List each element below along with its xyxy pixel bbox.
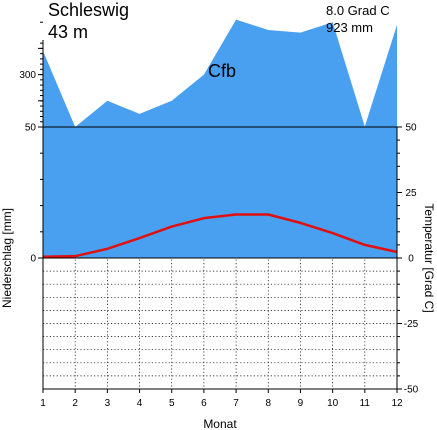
x-tick-label: 6	[201, 398, 207, 409]
station-elevation: 43 m	[48, 22, 88, 42]
x-tick-label: 2	[72, 398, 78, 409]
x-tick-label: 5	[169, 398, 175, 409]
y-axis-label-right: Temperatur [Grad C]	[422, 203, 436, 312]
left-tick-label: 50	[25, 123, 37, 134]
left-tick-label: 100	[19, 0, 36, 3]
x-tick-label: 1	[40, 398, 46, 409]
right-tick-label: 0	[408, 254, 414, 265]
x-tick-label: 12	[391, 398, 403, 409]
climate-class: Cfb	[208, 61, 236, 81]
x-tick-label: 11	[360, 398, 371, 409]
y-axis-label-left: Niederschlag [mm]	[0, 208, 14, 308]
data-layer	[42, 19, 398, 258]
mean-temperature: 8.0 Grad C	[326, 3, 390, 18]
x-axis-label: Monat	[203, 417, 237, 430]
x-tick-label: 9	[298, 398, 304, 409]
x-tick-label: 4	[137, 398, 143, 409]
x-tick-label: 7	[233, 398, 239, 409]
right-tick-label: 25	[405, 188, 417, 199]
temperature-line	[42, 213, 398, 258]
station-name: Schleswig	[48, 0, 129, 20]
x-tick-label: 8	[265, 398, 271, 409]
right-tick-label: 50	[405, 123, 417, 134]
annual-precipitation: 923 mm	[326, 20, 373, 35]
precipitation-area	[43, 19, 397, 258]
x-tick-label: 3	[105, 398, 111, 409]
left-tick-label: 300	[19, 70, 36, 81]
right-tick-label: -25	[404, 319, 419, 330]
left-tick-label: 0	[30, 254, 36, 265]
x-tick-label: 10	[327, 398, 339, 409]
right-tick-label: -50	[404, 385, 419, 396]
